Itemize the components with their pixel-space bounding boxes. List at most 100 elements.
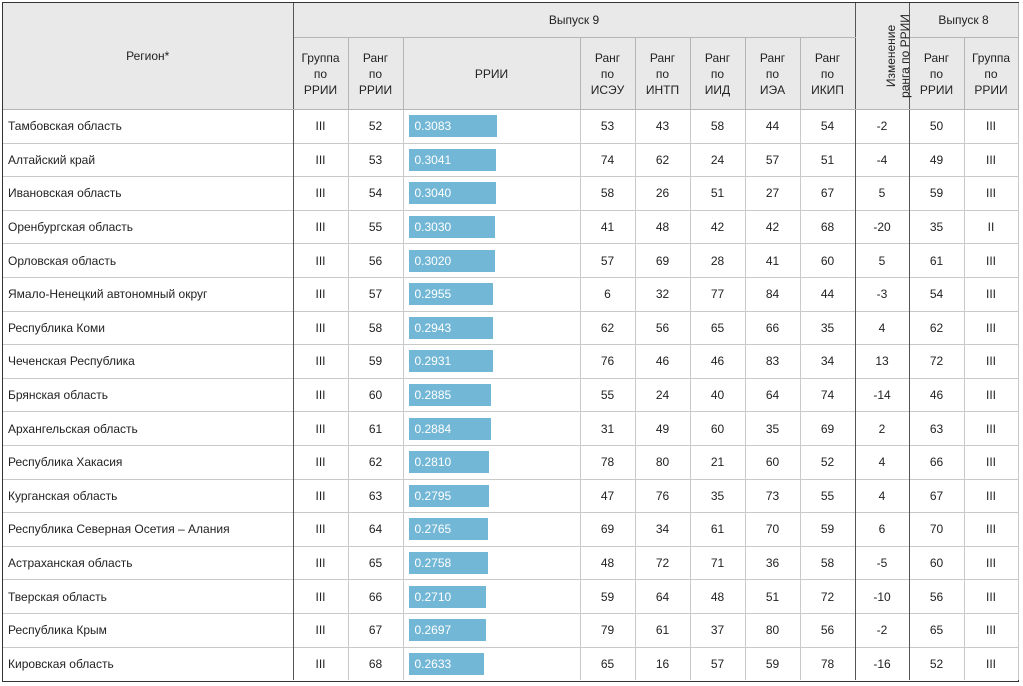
rank-iid-cell: 24: [690, 142, 746, 177]
region-cell: Республика Крым: [3, 612, 294, 647]
header-group8: Группа по РРИИ: [964, 37, 1019, 110]
rank-intp-cell: 26: [635, 176, 691, 211]
group-cell: III: [293, 545, 349, 580]
rank-ikip-cell: 58: [800, 545, 856, 580]
group8-cell: II: [964, 209, 1019, 244]
rank-iid-cell: 28: [690, 243, 746, 278]
rank8-cell: 50: [909, 109, 965, 144]
rrii-cell: 0.2758: [403, 545, 581, 580]
rank-ikip-cell: 59: [800, 512, 856, 547]
rank-intp-cell: 69: [635, 243, 691, 278]
rank-isezu-cell: 59: [580, 579, 636, 614]
rank-change-cell: 5: [855, 243, 910, 278]
group8-cell: III: [964, 612, 1019, 647]
header-release-8: Выпуск 8: [909, 3, 1019, 38]
group-cell: III: [293, 243, 349, 278]
rrii-bar: 0.2810: [408, 451, 489, 474]
rank-iea-cell: 59: [745, 646, 801, 681]
rank-iea-cell: 83: [745, 344, 801, 379]
rank-intp-cell: 43: [635, 109, 691, 144]
rank8-cell: 70: [909, 512, 965, 547]
header-rank-ikip: Ранг по ИКИП: [800, 37, 856, 110]
rank-cell: 63: [348, 478, 404, 513]
rrii-cell: 0.3020: [403, 243, 581, 278]
group-cell: III: [293, 579, 349, 614]
rank-intp-cell: 56: [635, 310, 691, 345]
rank-cell: 56: [348, 243, 404, 278]
rank-ikip-cell: 68: [800, 209, 856, 244]
rank-iid-cell: 61: [690, 512, 746, 547]
rrii-bar: 0.2943: [408, 316, 493, 339]
header-rank-rrii: Ранг по РРИИ: [348, 37, 404, 110]
rank8-cell: 62: [909, 310, 965, 345]
rank-intp-cell: 61: [635, 612, 691, 647]
rrii-cell: 0.3041: [403, 142, 581, 177]
group8-cell: III: [964, 142, 1019, 177]
rank-iea-cell: 42: [745, 209, 801, 244]
rrii-cell: 0.2697: [403, 612, 581, 647]
rank-iid-cell: 65: [690, 310, 746, 345]
rrii-bar: 0.2633: [408, 652, 484, 675]
region-cell: Тамбовская область: [3, 109, 294, 144]
rank-ikip-cell: 51: [800, 142, 856, 177]
rank8-cell: 54: [909, 276, 965, 312]
region-cell: Республика Северная Осетия – Алания: [3, 512, 294, 547]
rank-cell: 52: [348, 109, 404, 144]
rank-change-cell: 13: [855, 344, 910, 379]
group8-cell: III: [964, 109, 1019, 144]
region-cell: Ямало-Ненецкий автономный округ: [3, 276, 294, 312]
group8-cell: III: [964, 243, 1019, 278]
group-cell: III: [293, 612, 349, 647]
group8-cell: III: [964, 444, 1019, 480]
rrii-cell: 0.2931: [403, 344, 581, 379]
rrii-bar: 0.2758: [408, 552, 488, 575]
rank-cell: 65: [348, 545, 404, 580]
rank-change-cell: -14: [855, 377, 910, 412]
rrii-bar: 0.3030: [408, 216, 495, 239]
group-cell: III: [293, 344, 349, 379]
rank-intp-cell: 24: [635, 377, 691, 412]
rank-change-cell: -2: [855, 612, 910, 647]
region-cell: Кировская область: [3, 646, 294, 681]
group8-cell: III: [964, 478, 1019, 513]
rank-cell: 66: [348, 579, 404, 614]
rank-intp-cell: 64: [635, 579, 691, 614]
rrii-cell: 0.2943: [403, 310, 581, 345]
region-cell: Алтайский край: [3, 142, 294, 177]
table-row: Тамбовская область III 52 0.3083 53 43 58 44 54-…: [3, 109, 1019, 144]
table-row: Чеченская Республика III 59 0.2931 76 46 46 83 3…: [3, 344, 1019, 379]
header-release-9: Выпуск 9: [293, 3, 856, 38]
rank-isezu-cell: 47: [580, 478, 636, 513]
rank-iea-cell: 41: [745, 243, 801, 278]
header-rank-intp: Ранг по ИНТП: [635, 37, 691, 110]
rank-intp-cell: 16: [635, 646, 691, 681]
rank-iid-cell: 35: [690, 478, 746, 513]
rrii-cell: 0.2765: [403, 512, 581, 547]
rank-intp-cell: 76: [635, 478, 691, 513]
rank-iea-cell: 51: [745, 579, 801, 614]
rank-iid-cell: 60: [690, 411, 746, 446]
rank-cell: 55: [348, 209, 404, 244]
group8-cell: III: [964, 512, 1019, 547]
table-row: Брянская область III 60 0.2885 55 24 40 64 74 -14…: [3, 377, 1019, 412]
rank-isezu-cell: 53: [580, 109, 636, 144]
rank-iea-cell: 44: [745, 109, 801, 144]
rank8-cell: 63: [909, 411, 965, 446]
rrii-bar: 0.2955: [408, 283, 493, 306]
rank-change-cell: -10: [855, 579, 910, 614]
rank-cell: 61: [348, 411, 404, 446]
rank-change-cell: -4: [855, 142, 910, 177]
rrii-bar: 0.2765: [408, 518, 488, 541]
rrii-bar: 0.3041: [408, 148, 496, 171]
rank-isezu-cell: 79: [580, 612, 636, 647]
rrii-bar: 0.2795: [408, 484, 489, 507]
group8-cell: III: [964, 310, 1019, 345]
rank-iid-cell: 21: [690, 444, 746, 480]
group8-cell: III: [964, 579, 1019, 614]
group-cell: III: [293, 512, 349, 547]
rank-cell: 60: [348, 377, 404, 412]
region-cell: Брянская область: [3, 377, 294, 412]
rank-isezu-cell: 69: [580, 512, 636, 547]
group-cell: III: [293, 310, 349, 345]
rank-isezu-cell: 65: [580, 646, 636, 681]
